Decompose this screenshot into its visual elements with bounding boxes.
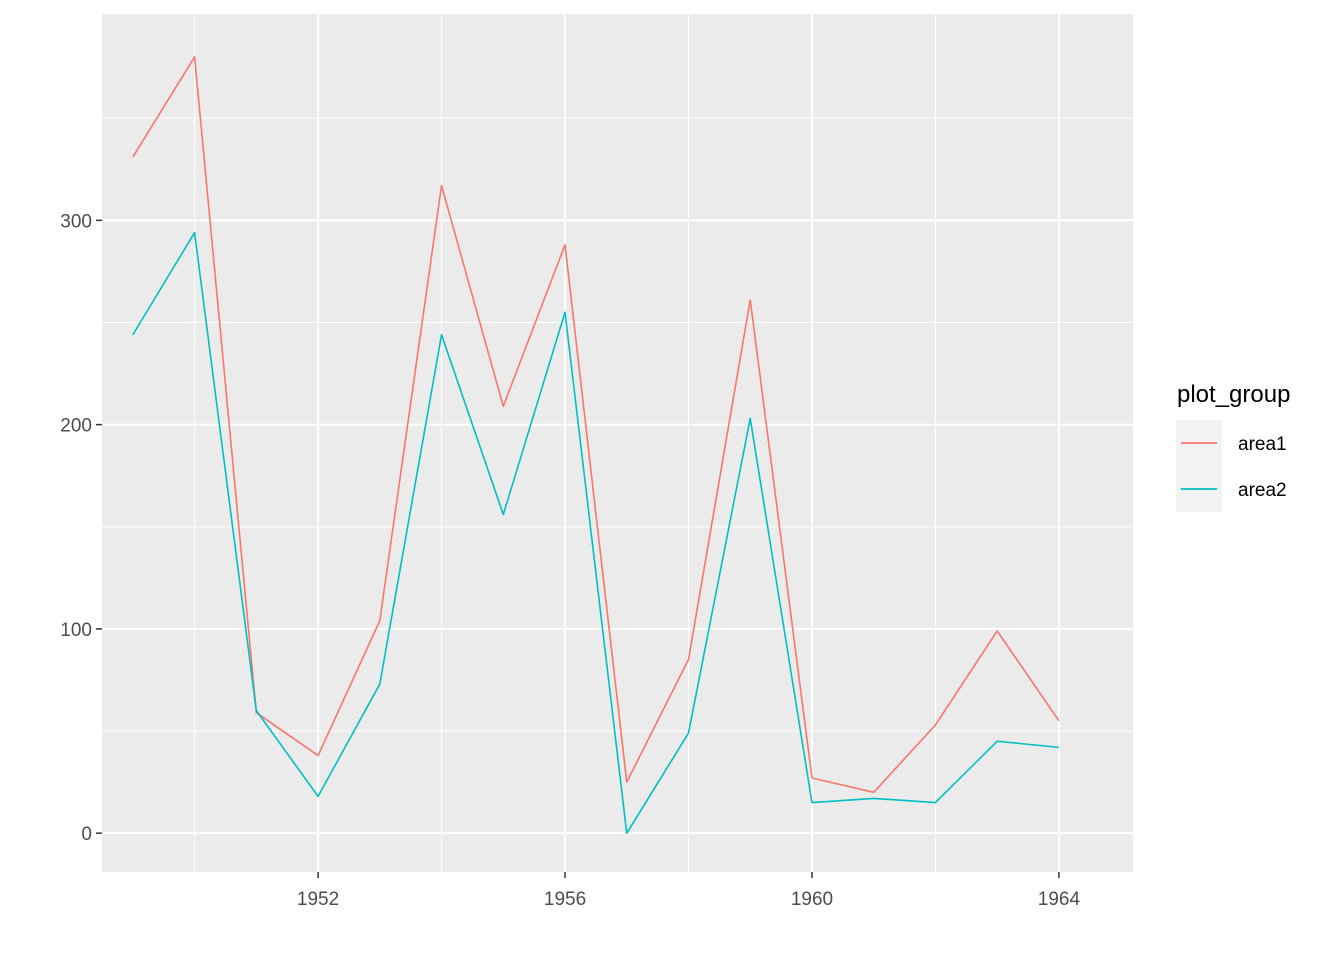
plot-panel [102, 14, 1133, 872]
minor-gridlines [102, 14, 1133, 872]
y-tick-label: 100 [60, 620, 92, 641]
x-tick-label: 1952 [297, 889, 339, 910]
legend-label-area2: area2 [1238, 480, 1287, 501]
y-tick-label: 0 [81, 824, 92, 845]
legend-title: plot_group [1177, 381, 1290, 408]
series-line-area2 [132, 231, 1059, 834]
x-tick-label: 1956 [544, 889, 586, 910]
y-axis: 0 100 200 300 [60, 211, 102, 845]
legend-keys: area1 area2 [1176, 420, 1287, 512]
series-lines [132, 56, 1060, 834]
series-line-area1 [132, 56, 1060, 794]
y-tick-label: 200 [60, 416, 92, 437]
x-tick-label: 1964 [1038, 889, 1081, 910]
legend-label-area1: area1 [1238, 434, 1287, 455]
legend: plot_group area1 area2 [1176, 381, 1290, 512]
x-tick-label: 1960 [791, 889, 833, 910]
major-gridlines [102, 14, 1133, 872]
x-axis: 1952 1956 1960 1964 [297, 872, 1081, 910]
y-tick-label: 300 [60, 211, 92, 232]
